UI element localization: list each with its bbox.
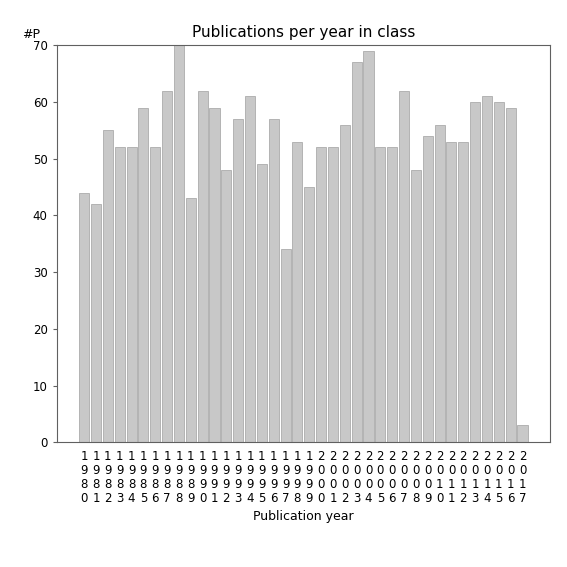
Bar: [209, 108, 219, 442]
Bar: [482, 96, 492, 442]
Bar: [375, 147, 386, 442]
Bar: [399, 91, 409, 442]
Bar: [257, 164, 267, 442]
Bar: [458, 142, 468, 442]
Bar: [126, 147, 137, 442]
Bar: [281, 249, 291, 442]
Bar: [316, 147, 326, 442]
Bar: [245, 96, 255, 442]
Bar: [233, 119, 243, 442]
Bar: [79, 193, 89, 442]
Text: #P: #P: [22, 28, 40, 41]
Bar: [269, 119, 279, 442]
Bar: [434, 125, 445, 442]
Bar: [328, 147, 338, 442]
Bar: [293, 142, 302, 442]
Bar: [221, 170, 231, 442]
Bar: [411, 170, 421, 442]
Bar: [115, 147, 125, 442]
Bar: [506, 108, 516, 442]
Bar: [470, 102, 480, 442]
Bar: [162, 91, 172, 442]
Bar: [103, 130, 113, 442]
Bar: [387, 147, 397, 442]
Title: Publications per year in class: Publications per year in class: [192, 25, 415, 40]
Bar: [363, 51, 374, 442]
Bar: [518, 425, 527, 442]
Bar: [138, 108, 149, 442]
Bar: [150, 147, 160, 442]
Bar: [174, 45, 184, 442]
Bar: [352, 62, 362, 442]
X-axis label: Publication year: Publication year: [253, 510, 354, 523]
Bar: [423, 136, 433, 442]
Bar: [340, 125, 350, 442]
Bar: [446, 142, 456, 442]
Bar: [186, 198, 196, 442]
Bar: [198, 91, 208, 442]
Bar: [494, 102, 504, 442]
Bar: [91, 204, 101, 442]
Bar: [304, 187, 314, 442]
